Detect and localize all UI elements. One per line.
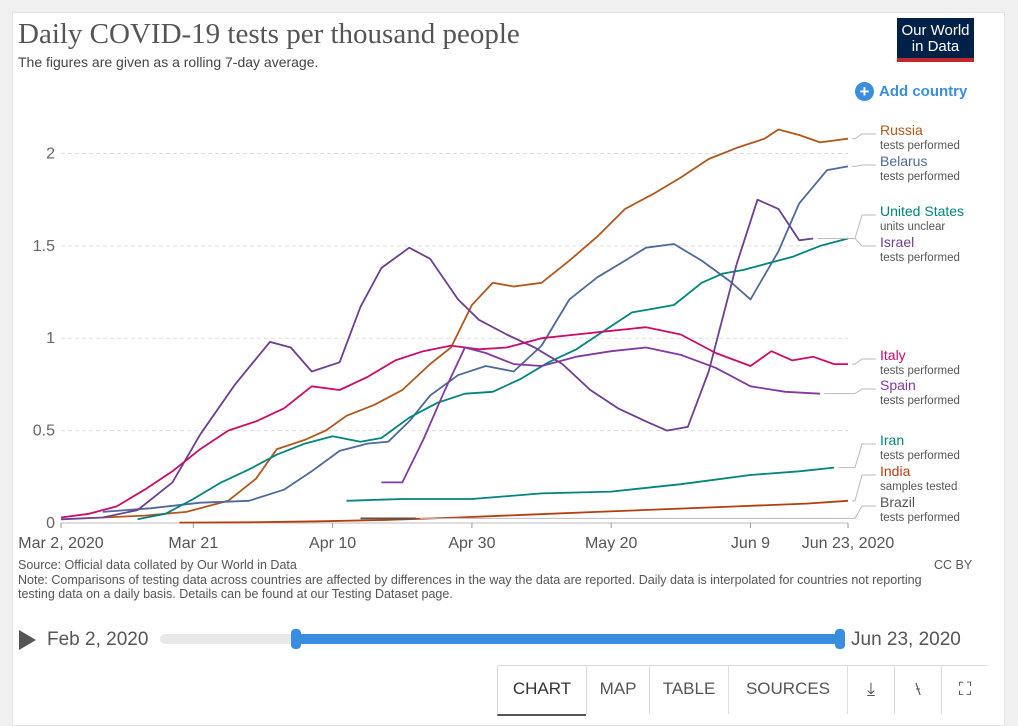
legend-sublabel: tests performed xyxy=(880,140,960,152)
legend-sublabel: samples tested xyxy=(880,481,957,493)
chart-card xyxy=(12,12,1005,726)
download-icon[interactable]: ⤓ xyxy=(847,666,894,714)
series-line-spain xyxy=(381,346,821,484)
plus-icon: + xyxy=(855,82,874,101)
y-tick-label: 2 xyxy=(46,145,55,162)
legend-label-spain: Spain xyxy=(880,377,916,393)
fullscreen-icon[interactable]: ⛶ xyxy=(941,666,988,714)
grid-lines xyxy=(61,152,848,524)
tab-sources[interactable]: SOURCES xyxy=(728,666,847,714)
legend-connector xyxy=(824,388,876,395)
legend-connector xyxy=(852,214,876,239)
y-tick-label: 0 xyxy=(46,515,55,532)
legend-connector xyxy=(852,474,876,502)
page-title: Daily COVID-19 tests per thousand people xyxy=(18,18,520,50)
timeline-start-label: Feb 2, 2020 xyxy=(47,629,149,650)
tab-table[interactable]: TABLE xyxy=(649,666,728,714)
series-line-russia xyxy=(102,128,849,519)
note-text: Note: Comparisons of testing data across… xyxy=(18,572,922,602)
series-line-iran xyxy=(346,466,835,502)
legend-connector xyxy=(852,133,876,140)
series-lines xyxy=(60,128,849,524)
license-link[interactable]: CC BY xyxy=(934,558,973,572)
series-line-italy xyxy=(60,326,848,519)
timeline-end-handle[interactable] xyxy=(835,629,845,649)
x-axis: Mar 2, 2020 Mar 21 Apr 10 Apr 30 May 20 Jun 9… xyxy=(18,523,894,552)
timeline-end-label: Jun 23, 2020 xyxy=(851,629,961,650)
legend-sublabel: tests performed xyxy=(880,450,960,462)
chart-notes: Source: Official data collated by Our Wo… xyxy=(18,558,958,602)
x-tick-label: Mar 21 xyxy=(168,535,218,552)
timeline-start-handle[interactable] xyxy=(291,629,301,649)
legend-label-brazil: Brazil xyxy=(880,494,915,510)
line-chart: 00.511.52 Mar 2, 2020 Mar 21 Apr 10 Apr 30 M… xyxy=(18,122,964,552)
series-line-israel xyxy=(60,198,814,521)
legend-sublabel: tests performed xyxy=(880,252,960,264)
legend-sublabel: units unclear xyxy=(880,221,945,233)
legend-label-united-states: United States xyxy=(880,203,964,219)
x-tick-label: Mar 2, 2020 xyxy=(18,535,103,552)
series-line-india xyxy=(179,499,849,524)
x-tick-label: Apr 30 xyxy=(448,535,495,552)
legend-sublabel: tests performed xyxy=(880,395,960,407)
share-icon[interactable]: ⧷ xyxy=(894,666,941,714)
legend-label-israel: Israel xyxy=(880,234,914,250)
legend-connector xyxy=(817,237,876,247)
owid-logo[interactable]: Our World in Data xyxy=(897,18,974,62)
timeline-selected-range xyxy=(296,634,840,644)
source-text: Source: Official data collated by Our Wo… xyxy=(18,558,297,572)
legend-sublabel: tests performed xyxy=(880,365,960,377)
x-tick-label: May 20 xyxy=(585,535,638,552)
tab-chart[interactable]: CHART xyxy=(497,666,586,716)
play-icon[interactable] xyxy=(19,630,36,650)
legend-label-iran: Iran xyxy=(880,432,904,448)
add-country-button[interactable]: + Add country xyxy=(855,82,967,101)
legend-label-india: India xyxy=(880,463,911,479)
legend-connector xyxy=(852,164,876,167)
series-line-united-states xyxy=(137,237,849,521)
page-subtitle: The figures are given as a rolling 7-day… xyxy=(18,54,319,70)
legend-sublabel: tests performed xyxy=(880,171,960,183)
legend-connector xyxy=(838,443,876,469)
legend-label-belarus: Belarus xyxy=(880,153,927,169)
y-tick-label: 1 xyxy=(46,330,55,347)
logo-line-2: in Data xyxy=(911,38,960,55)
legend-label-russia: Russia xyxy=(880,122,923,138)
timeline-track[interactable] xyxy=(160,629,845,649)
logo-line-1: Our World xyxy=(901,22,970,39)
x-tick-label: Jun 23, 2020 xyxy=(802,535,895,552)
legend-connector xyxy=(852,358,876,365)
y-axis: 0 0.5 1 1.5 2 xyxy=(33,145,55,532)
x-tick-label: Apr 10 xyxy=(309,535,356,552)
legend-label-italy: Italy xyxy=(880,347,906,363)
y-tick-label: 1.5 xyxy=(33,238,55,255)
series-line-belarus xyxy=(102,165,849,513)
tab-map[interactable]: MAP xyxy=(586,666,649,714)
legend-connector xyxy=(420,505,876,519)
y-tick-label: 0.5 xyxy=(33,423,55,440)
tab-bar: CHART MAP TABLE SOURCES ⤓ ⧷ ⛶ xyxy=(497,665,988,716)
legend-sublabel: tests performed xyxy=(880,512,960,524)
add-country-label: Add country xyxy=(879,83,968,100)
x-tick-label: Jun 9 xyxy=(731,535,770,552)
